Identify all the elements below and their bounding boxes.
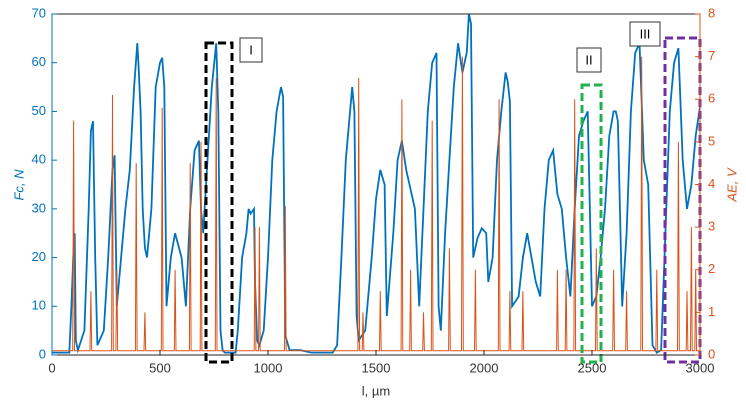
annotation-box [580,83,603,364]
y2-axis-label: AE, V [724,167,739,203]
y-tick-label: 30 [32,200,46,215]
series-line [52,56,700,352]
x-tick-label: 1000 [254,360,283,375]
annotation-label: I [249,42,253,57]
y-tick-label: 0 [39,346,46,361]
annotation-label-box [239,37,263,63]
x-axis-label: l, µm [362,383,390,398]
x-tick-label: 500 [149,360,171,375]
x-tick-label: 0 [48,360,55,375]
y2-tick-label: 6 [708,91,715,106]
y-tick-label: 50 [32,103,46,118]
x-tick-label: 3000 [686,360,715,375]
x-tick-label: 2500 [578,360,607,375]
y2-tick-label: 7 [708,48,715,63]
annotation-box [204,41,234,364]
y-tick-label: 20 [32,249,46,264]
annotation-label: II [585,52,592,67]
annotation-label-box [629,21,661,47]
annotation-label: III [640,26,651,41]
y-tick-label: 60 [32,54,46,69]
y2-tick-label: 5 [708,133,715,148]
y-tick-label: 40 [32,152,46,167]
y-axis-label: Fc, N [11,169,26,201]
y2-tick-label: 1 [708,304,715,319]
plot-frame [51,13,701,356]
y2-tick-label: 4 [708,176,715,191]
y2-tick-label: 8 [708,5,715,20]
x-tick-label: 1500 [362,360,391,375]
y2-tick-label: 3 [708,219,715,234]
series-line [52,13,701,354]
y-tick-label: 70 [32,5,46,20]
annotation-label-box [576,47,602,73]
y-tick-label: 10 [32,298,46,313]
y2-tick-label: 0 [708,346,715,361]
x-tick-label: 2000 [470,360,499,375]
y2-tick-label: 2 [708,261,715,276]
